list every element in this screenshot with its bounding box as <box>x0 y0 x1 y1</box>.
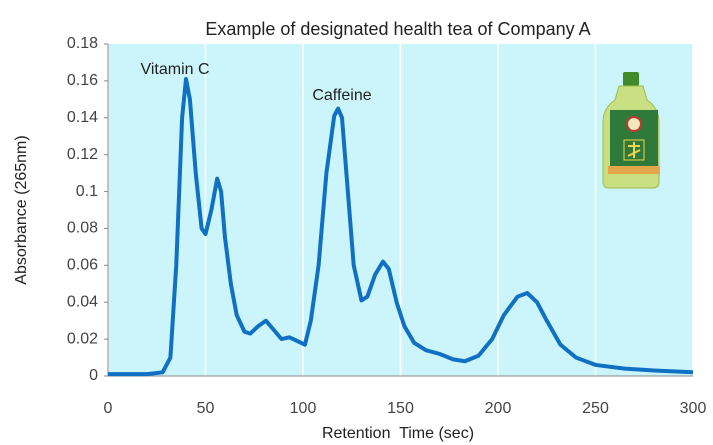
y-tick-label: 0.12 <box>67 146 98 163</box>
y-tick-label: 0.08 <box>67 220 98 237</box>
chart-title: Example of designated health tea of Comp… <box>205 19 590 39</box>
annotation: Vitamin C <box>140 61 209 78</box>
x-tick-label: 100 <box>290 400 317 417</box>
x-tick-label: 200 <box>485 400 512 417</box>
y-tick-label: 0.16 <box>67 72 98 89</box>
x-tick-label: 0 <box>104 400 113 417</box>
y-tick-label: 0.06 <box>67 257 98 274</box>
y-tick-label: 0.02 <box>67 330 98 347</box>
y-tick-label: 0.14 <box>67 109 98 126</box>
x-tick-label: 150 <box>387 400 414 417</box>
annotation: Caffeine <box>312 87 371 104</box>
chart: Example of designated health tea of Comp… <box>0 0 713 445</box>
x-tick-label: 50 <box>197 400 215 417</box>
x-axis-title: Retention Time (sec) <box>322 425 474 442</box>
y-tick-label: 0.1 <box>76 183 98 200</box>
y-tick-label: 0 <box>89 367 98 384</box>
y-tick-label: 0.04 <box>67 293 98 310</box>
y-tick-label: 0.18 <box>67 35 98 52</box>
x-tick-label: 300 <box>680 400 707 417</box>
x-tick-label: 250 <box>582 400 609 417</box>
y-axis-title: Absorbance (265nm) <box>13 135 30 284</box>
